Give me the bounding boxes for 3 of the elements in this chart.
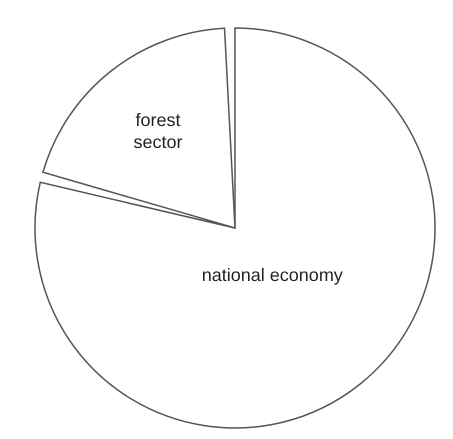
slice-label: forest sector: [133, 110, 182, 152]
slice-label: national economy: [202, 265, 343, 286]
pie-slice: [34, 27, 436, 429]
